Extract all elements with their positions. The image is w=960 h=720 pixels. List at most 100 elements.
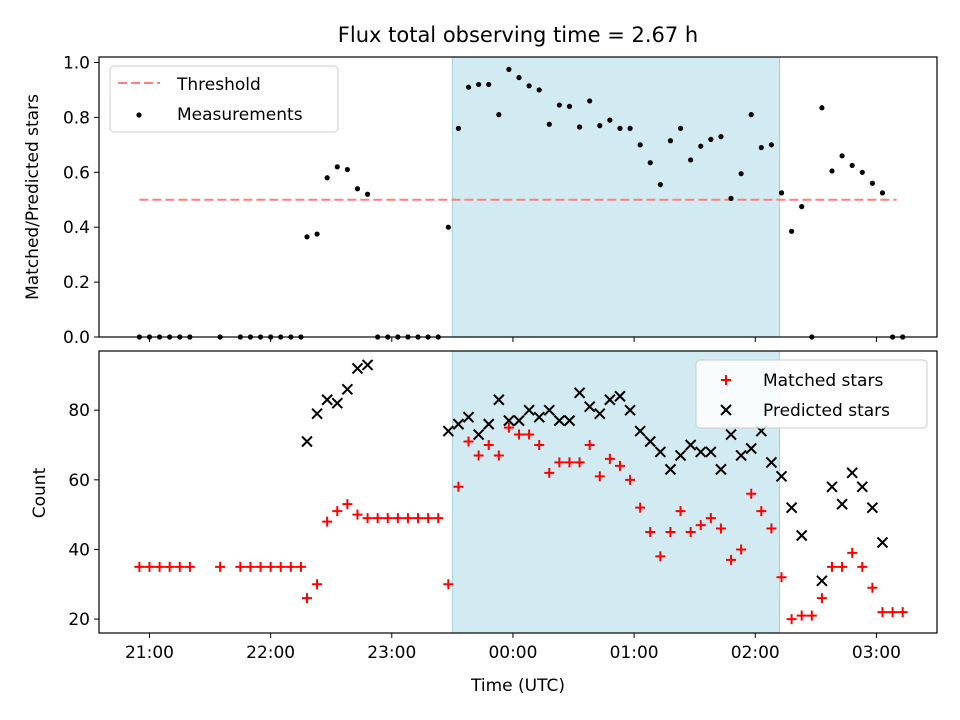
legend-label-matched: Matched stars [763,371,883,391]
predicted-star-point [563,414,576,427]
legend-measurements-swatch [136,112,142,118]
measurement-point [455,125,462,131]
matched-star-point [665,527,676,538]
measurement-point [768,142,775,148]
measurement-point [486,81,492,88]
predicted-star-point [695,446,707,458]
measurement-point [728,195,734,201]
measurement-point [667,138,674,144]
matched-star-point [715,523,726,534]
predicted-star-point [735,449,747,462]
matched-star-point [685,527,696,538]
predicted-star-point [624,404,636,416]
matched-star-point [806,610,817,621]
predicted-star-point [826,481,838,493]
matched-star-point [837,561,848,572]
matched-star-point [695,520,706,531]
measurement-point [476,81,482,88]
top-y-axis-label: Matched/Predicted stars [23,94,43,300]
measurement-point [708,136,714,142]
matched-star-point [301,593,312,604]
predicted-star-point [493,394,505,406]
matched-star-point [184,561,195,572]
matched-star-point [826,561,837,572]
y-tick-label: 40 [68,540,90,560]
legend-label-measurements: Measurements [177,105,303,125]
axes-frame [98,350,938,634]
matched-star-point [655,551,666,562]
measurement-point [344,166,350,173]
predicted-star-point [866,501,879,514]
matched-star-point [255,561,266,572]
legend-label-predicted: Predicted stars [763,401,890,421]
matched-star-point [584,440,595,450]
x-tick-label: 02:00 [731,643,780,663]
predicted-star-point [331,397,343,409]
series-matched-stars [134,422,908,625]
measurement-point [748,112,754,118]
measurement-point [304,234,310,240]
y-tick-label: 0.0 [63,328,90,348]
measurement-point [879,190,886,196]
matched-star-point [215,561,226,572]
measurement-point [778,190,785,196]
measurement-point [324,175,330,181]
matched-star-point [897,607,908,618]
matched-star-point [164,561,175,572]
measurement-point [576,124,583,130]
legend-box [109,65,339,133]
measurement-point [849,162,855,169]
matched-star-point [766,523,777,534]
bottom-panel: 20 40 60 80 21:00 22:00 23:00 00:00 01:00 02:00 03… [68,350,938,663]
matched-star-point [544,467,555,478]
matched-star-point [816,593,827,604]
axes-frame [98,56,938,338]
measurement-point [364,191,371,197]
matched-star-point [312,579,323,590]
predicted-star-point [785,501,798,514]
predicted-star-point [533,411,545,423]
matched-star-point [756,506,767,517]
measurement-point [627,125,633,131]
matched-star-point [514,429,525,440]
matched-star-point [796,610,807,621]
predicted-star-point [553,414,566,427]
measurement-point [799,204,805,210]
measurement-point [738,171,744,177]
measurement-point [677,125,684,131]
matched-star-point [857,561,868,572]
matched-star-point [887,607,898,618]
x-tick-label: 21:00 [125,643,174,663]
predicted-star-point [523,404,535,416]
predicted-star-point [674,449,687,462]
predicted-star-point [311,407,323,420]
measurement-point [607,117,613,123]
matched-star-point [736,544,747,555]
matched-star-point [144,561,155,572]
measurement-point [354,186,361,192]
matched-star-point [867,582,878,593]
predicted-star-point [715,463,727,476]
predicted-star-point [876,536,889,549]
predicted-star-point [654,446,667,458]
measurement-point [688,157,694,163]
matched-star-point [877,607,888,618]
matched-star-point [594,471,605,482]
x-tick-label: 22:00 [246,643,295,663]
measurement-point [789,228,795,234]
predicted-star-point [720,404,732,416]
matched-star-point [614,460,625,471]
measurement-point [829,168,835,174]
matched-star-point [352,509,363,520]
measurement-point [647,160,653,166]
x-tick-label: 03:00 [852,643,901,663]
predicted-star-point [503,414,515,427]
y-tick-label: 0.2 [63,273,90,293]
x-tick-label: 01:00 [610,643,659,663]
measurement-point [597,123,603,129]
matched-star-point [322,516,333,527]
predicted-star-point [765,456,778,469]
matched-star-point [174,561,185,572]
legend-label-threshold: Threshold [176,75,261,95]
